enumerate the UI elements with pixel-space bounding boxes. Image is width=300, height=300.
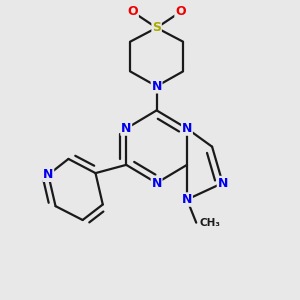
- Text: CH₃: CH₃: [200, 218, 220, 228]
- Text: N: N: [218, 176, 228, 190]
- Text: S: S: [152, 21, 161, 34]
- Text: N: N: [152, 80, 162, 93]
- Text: O: O: [175, 5, 186, 19]
- Text: N: N: [121, 122, 131, 135]
- Text: N: N: [152, 176, 162, 190]
- Text: N: N: [43, 168, 53, 181]
- Text: N: N: [182, 193, 192, 206]
- Text: O: O: [128, 5, 138, 19]
- Text: N: N: [182, 122, 192, 135]
